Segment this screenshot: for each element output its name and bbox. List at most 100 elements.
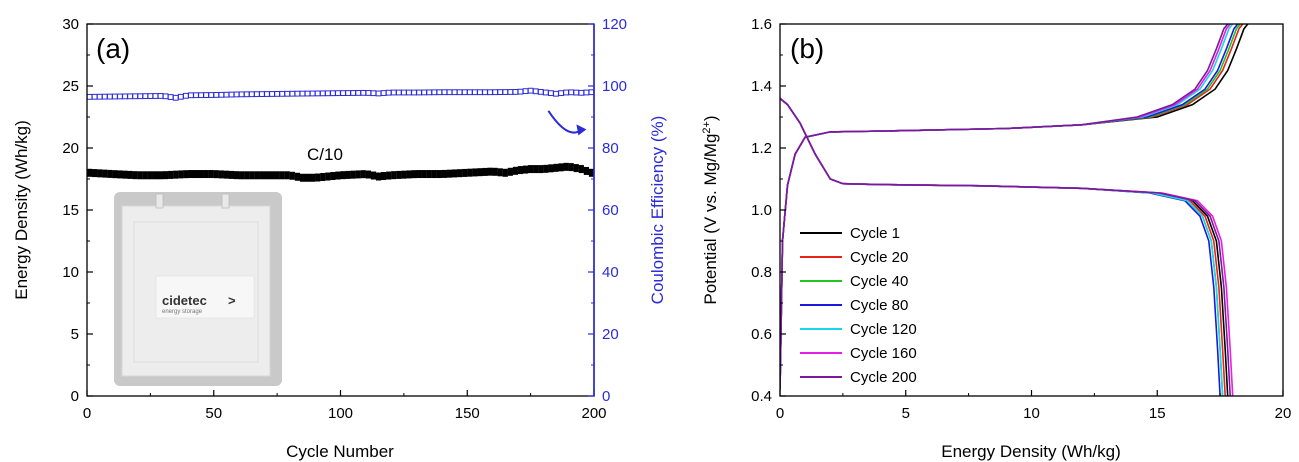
energy-density-point <box>162 171 169 180</box>
coulombic-efficiency-point <box>279 90 286 97</box>
coulombic-efficiency-series <box>86 87 595 101</box>
coulombic-efficiency-point <box>350 90 357 96</box>
coulombic-efficiency-point <box>400 89 407 96</box>
coulombic-efficiency-point <box>507 89 514 95</box>
coulombic-efficiency-point <box>370 90 377 97</box>
legend-label: Cycle 200 <box>850 369 917 386</box>
coulombic-efficiency-point <box>213 92 220 98</box>
energy-density-point <box>274 171 280 180</box>
energy-density-point <box>345 170 351 179</box>
y-tick-label-a: 10 <box>62 264 79 281</box>
energy-density-point <box>512 166 519 175</box>
y-axis-right-a: 0 20 40 60 80 100 120 <box>588 16 627 405</box>
coulombic-efficiency-point <box>91 93 98 100</box>
pouch-cell-photo: cidetec > energy storage <box>114 192 282 386</box>
coulombic-efficiency-point <box>335 90 341 97</box>
energy-density-point <box>507 167 513 176</box>
coulombic-efficiency-point <box>86 93 93 100</box>
energy-density-point <box>533 165 539 174</box>
tab-right <box>221 193 230 209</box>
coulombic-efficiency-point <box>177 93 184 100</box>
energy-density-point <box>198 170 204 179</box>
energy-density-point <box>497 168 503 177</box>
legend-label: Cycle 40 <box>850 273 908 290</box>
energy-density-point <box>304 173 311 182</box>
energy-density-point <box>183 170 189 179</box>
y-axis-label-b-sup: 2+ <box>701 121 713 134</box>
energy-density-point <box>568 163 574 172</box>
y-axis-left-a: 0 5 10 15 20 25 30 <box>62 16 93 405</box>
coulombic-efficiency-point <box>198 92 204 99</box>
axis-arrow <box>547 110 587 136</box>
coulombic-efficiency-point <box>365 90 372 96</box>
coulombic-efficiency-point <box>390 89 397 96</box>
discharge-curve <box>780 97 1229 396</box>
coulombic-efficiency-point <box>416 89 422 96</box>
coulombic-efficiency-point <box>411 89 417 96</box>
x-tick-label-b: 15 <box>1149 405 1166 422</box>
energy-density-point <box>269 171 275 180</box>
coulombic-efficiency-point <box>542 89 549 96</box>
coulombic-efficiency-point <box>502 89 509 95</box>
coulombic-efficiency-point <box>142 93 149 100</box>
energy-density-point <box>406 170 412 179</box>
coulombic-efficiency-point <box>406 89 412 96</box>
legend-label: Cycle 80 <box>850 297 908 314</box>
x-tick-label-a: 50 <box>205 405 222 422</box>
coulombic-efficiency-point <box>96 93 103 100</box>
energy-density-point <box>92 169 98 178</box>
coulombic-efficiency-point <box>324 90 331 97</box>
panel-b: 0 5 10 15 20 0.40.60.81.01.21.41.6 Cycle 1Cy… <box>701 16 1291 461</box>
energy-density-point <box>355 170 361 179</box>
discharge-curve <box>780 97 1226 396</box>
y2-axis-label-a: Coulombic Efficiency (%) <box>648 116 667 305</box>
discharge-curve <box>780 97 1224 396</box>
coulombic-efficiency-point <box>269 91 275 97</box>
y-tick-label-a: 20 <box>62 140 79 157</box>
energy-density-point <box>472 168 478 177</box>
coulombic-efficiency-point <box>558 90 564 97</box>
coulombic-efficiency-point <box>548 90 554 97</box>
x-tick-label-b: 0 <box>776 405 784 422</box>
coulombic-efficiency-point <box>111 93 118 100</box>
energy-density-point <box>457 169 463 178</box>
arrow-head <box>576 124 587 136</box>
coulombic-efficiency-point <box>248 91 255 98</box>
coulombic-efficiency-point <box>573 89 580 96</box>
energy-density-point <box>411 170 417 179</box>
y2-tick-label-a: 80 <box>602 140 619 157</box>
panel-label-a: (a) <box>96 33 130 64</box>
x-tick-label-b: 10 <box>1023 405 1040 422</box>
coulombic-efficiency-point <box>233 91 240 98</box>
energy-density-point <box>360 170 366 179</box>
coulombic-efficiency-point <box>208 92 215 98</box>
coulombic-efficiency-point <box>395 89 402 96</box>
energy-density-point <box>157 171 164 180</box>
y-tick-label-a: 15 <box>62 202 79 219</box>
coulombic-efficiency-point <box>152 93 159 99</box>
charge-curve <box>780 24 1231 390</box>
energy-density-point <box>228 170 235 179</box>
coulombic-efficiency-point <box>228 91 235 98</box>
coulombic-efficiency-point <box>482 89 488 96</box>
coulombic-efficiency-point <box>456 89 463 96</box>
x-tick-label-b: 20 <box>1275 405 1292 422</box>
energy-density-point <box>203 170 209 179</box>
energy-density-point <box>279 171 285 180</box>
panel-label-b: (b) <box>790 33 824 64</box>
coulombic-efficiency-point <box>329 90 336 97</box>
energy-density-point <box>502 168 508 177</box>
coulombic-efficiency-point <box>203 92 210 98</box>
y-tick-label-a: 5 <box>71 326 79 343</box>
tab-left <box>155 193 164 209</box>
coulombic-efficiency-point <box>314 90 321 97</box>
energy-density-point <box>147 171 153 180</box>
coulombic-efficiency-point <box>380 90 387 96</box>
energy-density-point <box>380 172 387 181</box>
energy-density-point <box>375 172 382 181</box>
energy-density-point <box>370 171 377 180</box>
coulombic-efficiency-point <box>568 89 575 96</box>
charge-curve <box>780 24 1239 390</box>
legend-label: Cycle 20 <box>850 249 908 266</box>
